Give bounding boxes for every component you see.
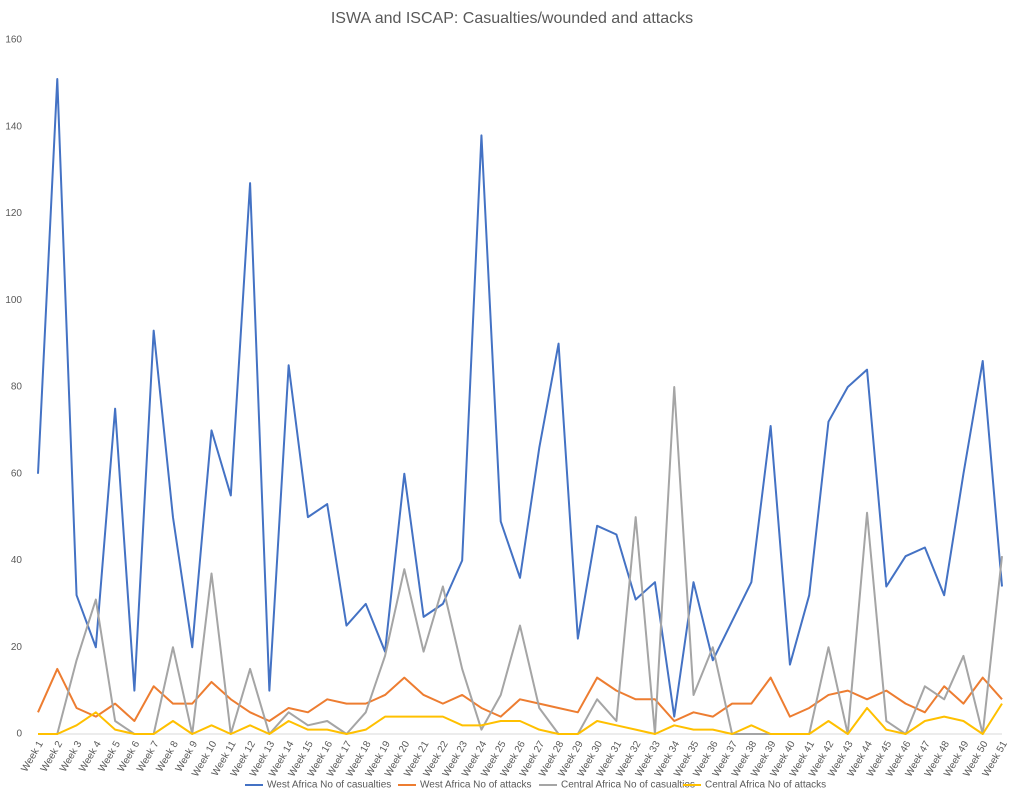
y-tick-label: 140 (5, 121, 22, 132)
series-line (37, 78, 1003, 718)
y-tick-label: 100 (5, 295, 22, 306)
y-tick-label: 80 (11, 382, 23, 393)
y-tick-label: 60 (11, 468, 23, 479)
y-tick-label: 20 (11, 642, 23, 653)
legend-label: West Africa No of casualties (267, 780, 391, 791)
y-tick-label: 160 (5, 35, 22, 46)
y-tick-label: 0 (16, 729, 22, 740)
chart-title: ISWA and ISCAP: Casualties/wounded and a… (331, 10, 693, 27)
legend-label: Central Africa No of casualties (561, 780, 695, 791)
y-tick-label: 120 (5, 208, 22, 219)
legend-label: West Africa No of attacks (420, 780, 532, 791)
series-line (38, 386, 1003, 735)
series-line (37, 667, 1003, 722)
legend-label: Central Africa No of attacks (705, 780, 826, 791)
series-line (38, 703, 1003, 735)
y-tick-label: 40 (11, 555, 23, 566)
